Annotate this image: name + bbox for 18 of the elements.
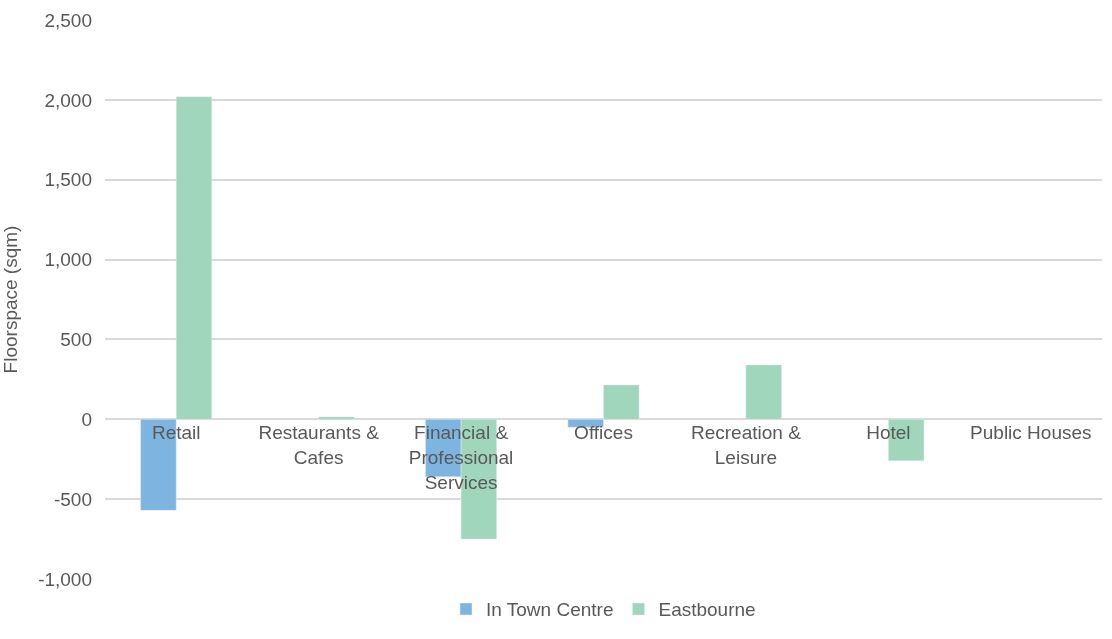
x-tick-label: Restaurants & Cafes (258, 422, 380, 468)
y-tick-label: -500 (53, 488, 92, 510)
bar (318, 416, 355, 420)
legend-label: In Town Centre (486, 599, 614, 621)
y-tick-label: 0 (81, 408, 92, 430)
y-axis-title: Floorspace (sqm) (0, 225, 21, 374)
y-tick-label: 2,500 (44, 9, 92, 31)
x-tick-label: Recreation & Leisure (691, 422, 802, 468)
x-tick-label: Hotel (866, 422, 911, 444)
y-tick-label: 2,000 (44, 89, 92, 111)
y-tick-label: 1,000 (44, 249, 92, 271)
x-tick-label: Offices (574, 422, 633, 444)
y-tick-label: 1,500 (44, 169, 92, 191)
y-tick-label: 500 (60, 329, 92, 351)
bar (745, 364, 782, 420)
y-tick-label: -1,000 (38, 568, 92, 590)
x-tick-label: Public Houses (970, 422, 1092, 444)
legend-label: Eastbourne (658, 599, 756, 621)
